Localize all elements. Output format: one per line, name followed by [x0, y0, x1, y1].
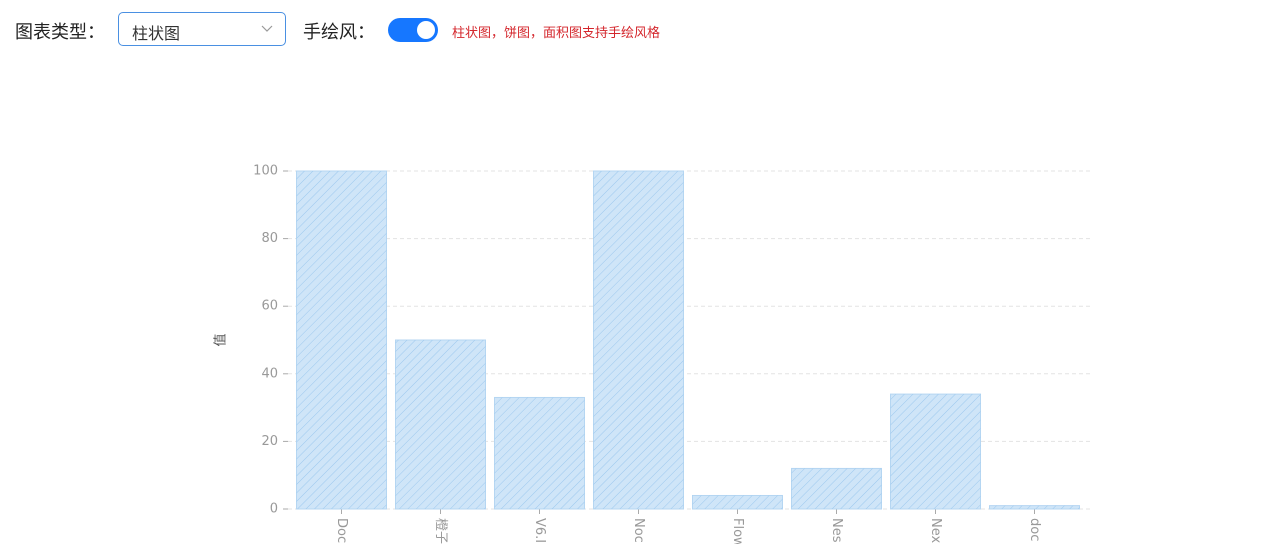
- hand-drawn-toggle[interactable]: [388, 18, 438, 42]
- y-tick-label: 0: [270, 502, 278, 517]
- bar-hatch: [989, 505, 1080, 509]
- x-tick-label: Flow: [730, 518, 745, 544]
- hand-drawn-label: 手绘风：: [303, 22, 375, 43]
- bar-hatch: [593, 171, 684, 509]
- x-tick-label: Nes: [829, 518, 844, 543]
- bar-hatch: [395, 340, 486, 509]
- x-tick-label: V6.I: [532, 518, 547, 543]
- bar-hatch: [890, 394, 981, 509]
- bar-hatch: [494, 397, 585, 509]
- x-tick-label: Doc: [334, 518, 349, 543]
- x-tick-label: doc: [1027, 518, 1042, 541]
- y-tick-label: 60: [261, 299, 278, 314]
- x-tick-label: Noc: [631, 518, 646, 543]
- y-tick-label: 20: [261, 434, 278, 449]
- note: 柱状图，饼图，面积图支持手绘风格: [452, 26, 661, 41]
- y-tick-label: 40: [261, 366, 278, 381]
- y-tick-label: 80: [261, 231, 278, 246]
- bar-hatch: [692, 495, 783, 509]
- toggle-knob: [417, 21, 435, 39]
- chart-type-select[interactable]: 柱状图: [118, 12, 286, 46]
- y-axis-label: 值: [213, 333, 229, 346]
- select-value: 柱状图: [132, 24, 181, 43]
- chart-type-label: 图表类型：: [15, 22, 105, 43]
- bar-hatch: [791, 468, 882, 509]
- chevron: [261, 25, 273, 32]
- x-tick-label: 橙子: [433, 518, 448, 544]
- y-tick-label: 100: [253, 164, 278, 179]
- bar-hatch: [296, 171, 387, 509]
- x-tick-label: Nex: [928, 518, 943, 543]
